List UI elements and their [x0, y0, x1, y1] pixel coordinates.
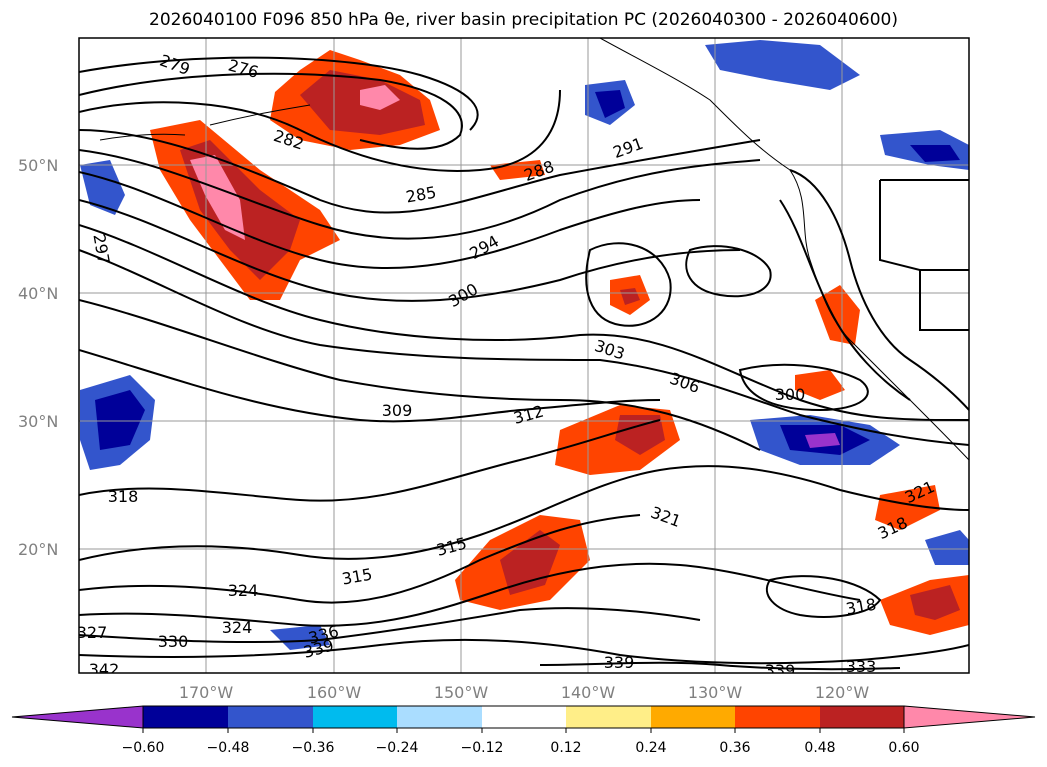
colorbar-segment	[143, 706, 228, 728]
shade-blob	[80, 160, 125, 215]
shade-blob	[595, 90, 625, 118]
shade-blob	[190, 155, 245, 240]
contour-label: 333	[846, 657, 877, 676]
theta-e-contours	[79, 56, 969, 671]
shade-blob	[500, 530, 560, 595]
coastline	[99, 38, 969, 461]
colorbar-min-extension	[11, 705, 144, 729]
contour-label: 342	[89, 660, 120, 679]
longitude-labels: 170°W 160°W 150°W 140°W 130°W 120°W	[179, 683, 870, 702]
lat-label: 30°N	[18, 412, 58, 431]
shade-blob	[805, 433, 840, 448]
shade-blob	[270, 625, 330, 650]
colorbar-tick-label: −0.60	[122, 740, 165, 756]
colorbar-tick-label: 0.60	[888, 740, 919, 756]
shade-blob	[925, 530, 969, 565]
colorbar-segment	[228, 706, 313, 728]
map-frame	[78, 37, 970, 674]
lon-label: 130°W	[688, 683, 743, 702]
colorbar-tick-label: −0.36	[292, 740, 335, 756]
colorbar-segment	[651, 706, 735, 728]
shade-blob	[620, 288, 640, 305]
lon-label: 140°W	[561, 683, 616, 702]
map-title: 2026040100 F096 850 hPa θe, river basin …	[149, 10, 898, 30]
colorbar-segment	[566, 706, 651, 728]
shade-blob	[910, 145, 960, 162]
latitude-labels: 50°N 40°N 30°N 20°N	[18, 156, 58, 559]
contour-label: 339	[765, 661, 796, 680]
contour-label: 324	[228, 581, 259, 600]
colorbar: −0.60 −0.48 −0.36 −0.24 −0.12 0.12 0.24 …	[11, 705, 1036, 756]
shade-blob	[875, 485, 940, 530]
shade-blob	[795, 370, 845, 400]
lat-label: 20°N	[18, 540, 58, 559]
shade-blob	[615, 415, 665, 455]
lon-label: 170°W	[179, 683, 234, 702]
shade-blob	[910, 585, 960, 620]
contour-label: 324	[222, 618, 253, 637]
colorbar-tick-label: 0.24	[635, 740, 666, 756]
lat-label: 50°N	[18, 156, 58, 175]
lon-label: 160°W	[307, 683, 362, 702]
contour-label: 339	[604, 653, 635, 672]
contour-label: 309	[382, 401, 413, 420]
colorbar-segment	[482, 706, 566, 728]
shade-blob	[95, 390, 145, 450]
colorbar-tick-label: −0.48	[207, 740, 250, 756]
contour-label: 318	[108, 487, 139, 506]
lon-label: 150°W	[434, 683, 489, 702]
colorbar-tick-label: 0.36	[719, 740, 750, 756]
shade-blob	[705, 40, 860, 90]
colorbar-segment	[397, 706, 482, 728]
lat-label: 40°N	[18, 284, 58, 303]
contour-label: 330	[158, 632, 189, 651]
colorbar-tick-label: 0.12	[550, 740, 581, 756]
colorbar-segment	[820, 706, 904, 728]
colorbar-max-extension	[903, 705, 1036, 729]
contour-label: 300	[775, 385, 806, 404]
contour-label: 327	[77, 623, 108, 642]
lon-label: 120°W	[815, 683, 870, 702]
colorbar-tick-label: 0.48	[804, 740, 835, 756]
colorbar-tick-label: −0.12	[461, 740, 504, 756]
colorbar-tick-label: −0.24	[376, 740, 419, 756]
graticule	[79, 38, 969, 673]
map-content: 279 276 282 285 288 291 294 297 300 303 …	[77, 38, 969, 680]
shade-blob	[360, 85, 400, 110]
colorbar-segment	[735, 706, 820, 728]
colorbar-segment	[313, 706, 397, 728]
